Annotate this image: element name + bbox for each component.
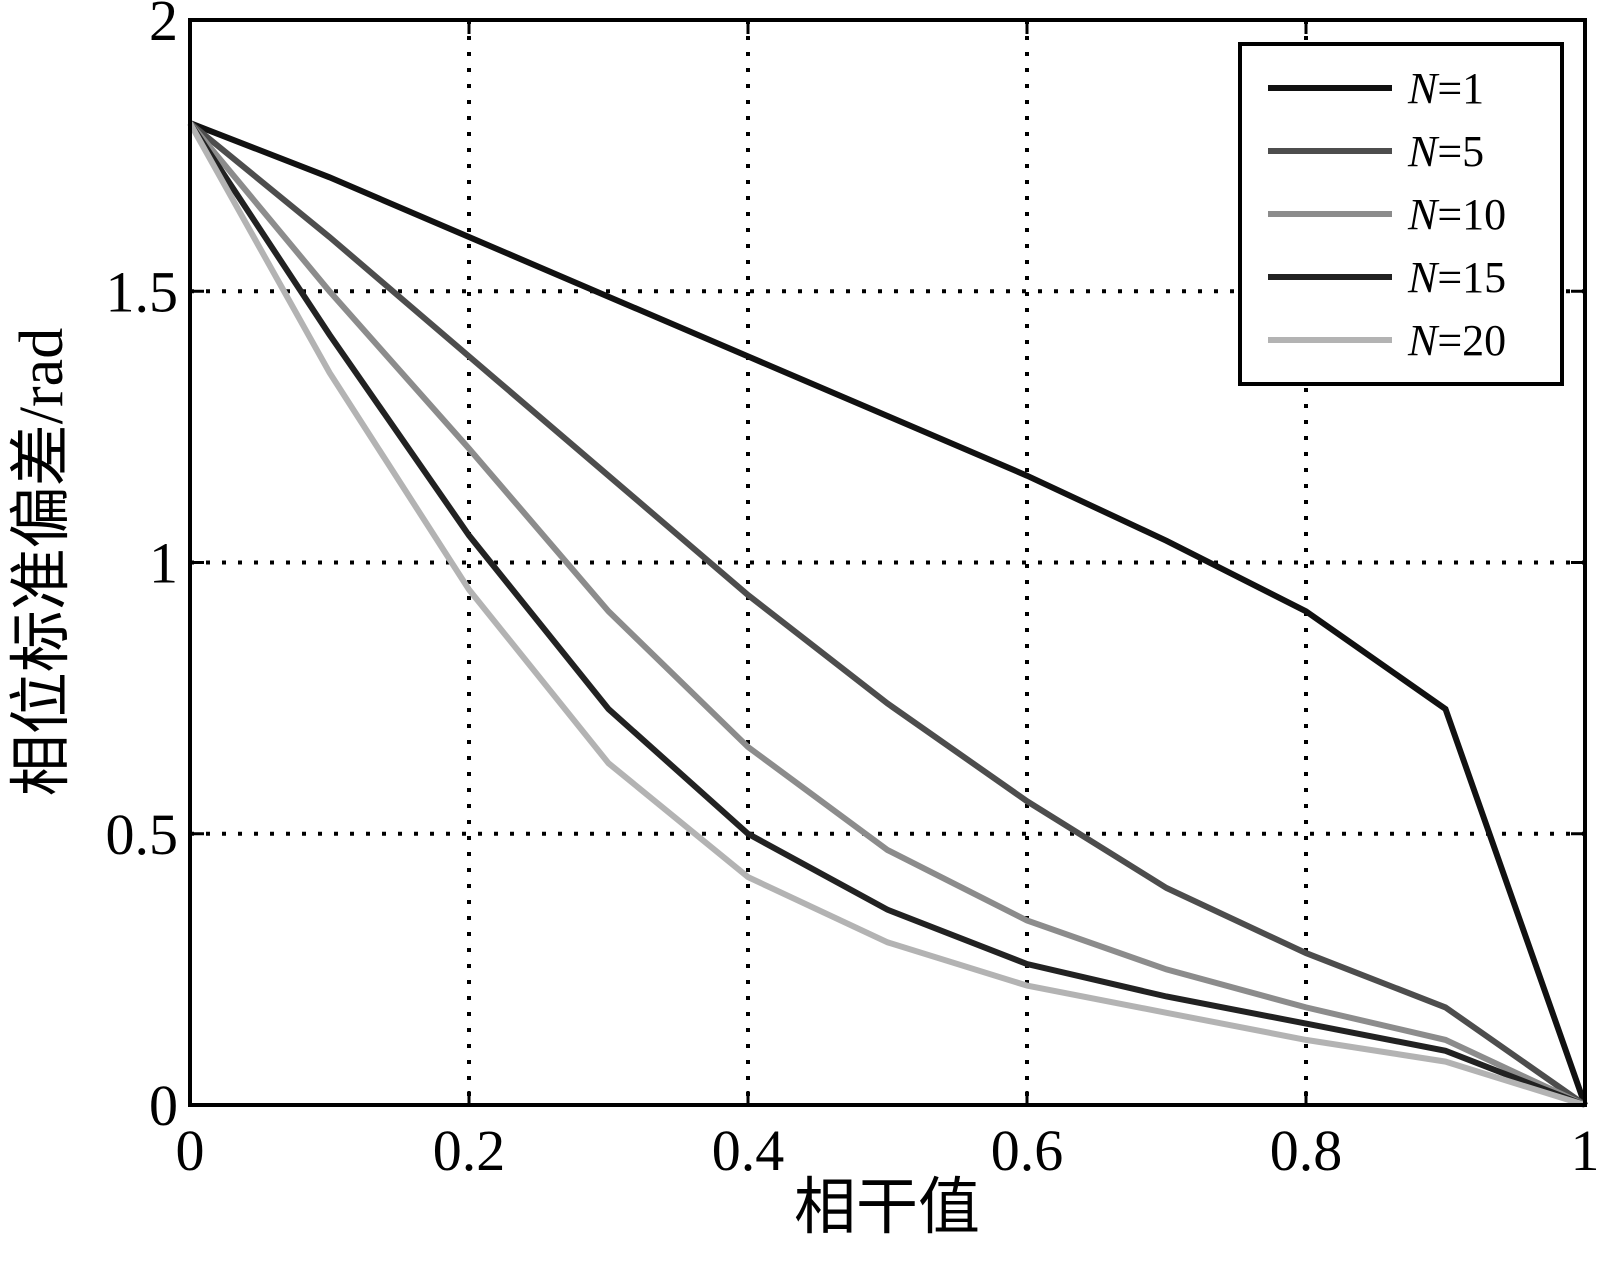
x-axis-title: 相干值: [794, 1174, 980, 1242]
legend-label: N=15: [1407, 253, 1506, 302]
series-line-N-1: [188, 120, 1588, 1106]
series-line-N-5: [188, 120, 1587, 1108]
x-tick-label: 0.6: [991, 1118, 1064, 1183]
x-tick-label: 1: [1571, 1118, 1600, 1183]
legend-label: N=1: [1407, 64, 1484, 113]
x-tick-label: 0: [176, 1118, 205, 1183]
legend: N=1 N=5 N=10 N=15 N=20: [1238, 42, 1564, 386]
y-tick-label: 2: [149, 0, 178, 53]
series-line-N-15: [187, 121, 1587, 1108]
y-axis-title: 相位标准偏差/rad: [8, 328, 76, 796]
legend-label: N=5: [1407, 127, 1484, 176]
y-tick-label: 0.5: [106, 802, 179, 867]
legend-label: N=20: [1407, 316, 1506, 365]
x-tick-label: 0.2: [433, 1118, 506, 1183]
x-tick-label: 0.8: [1270, 1118, 1343, 1183]
series-lines: [187, 120, 1588, 1108]
legend-label: N=10: [1407, 190, 1506, 239]
axis-ticks: 0 0.2 0.4 0.6 0.8 1 0 0.5 1 1.5 2: [106, 0, 1600, 1183]
y-tick-label: 1: [149, 531, 178, 596]
series-line-N-10: [187, 121, 1587, 1108]
series-line-N-20: [187, 121, 1586, 1108]
x-tick-label: 0.4: [712, 1118, 785, 1183]
y-tick-label: 0: [149, 1073, 178, 1138]
y-tick-label: 1.5: [106, 259, 179, 324]
